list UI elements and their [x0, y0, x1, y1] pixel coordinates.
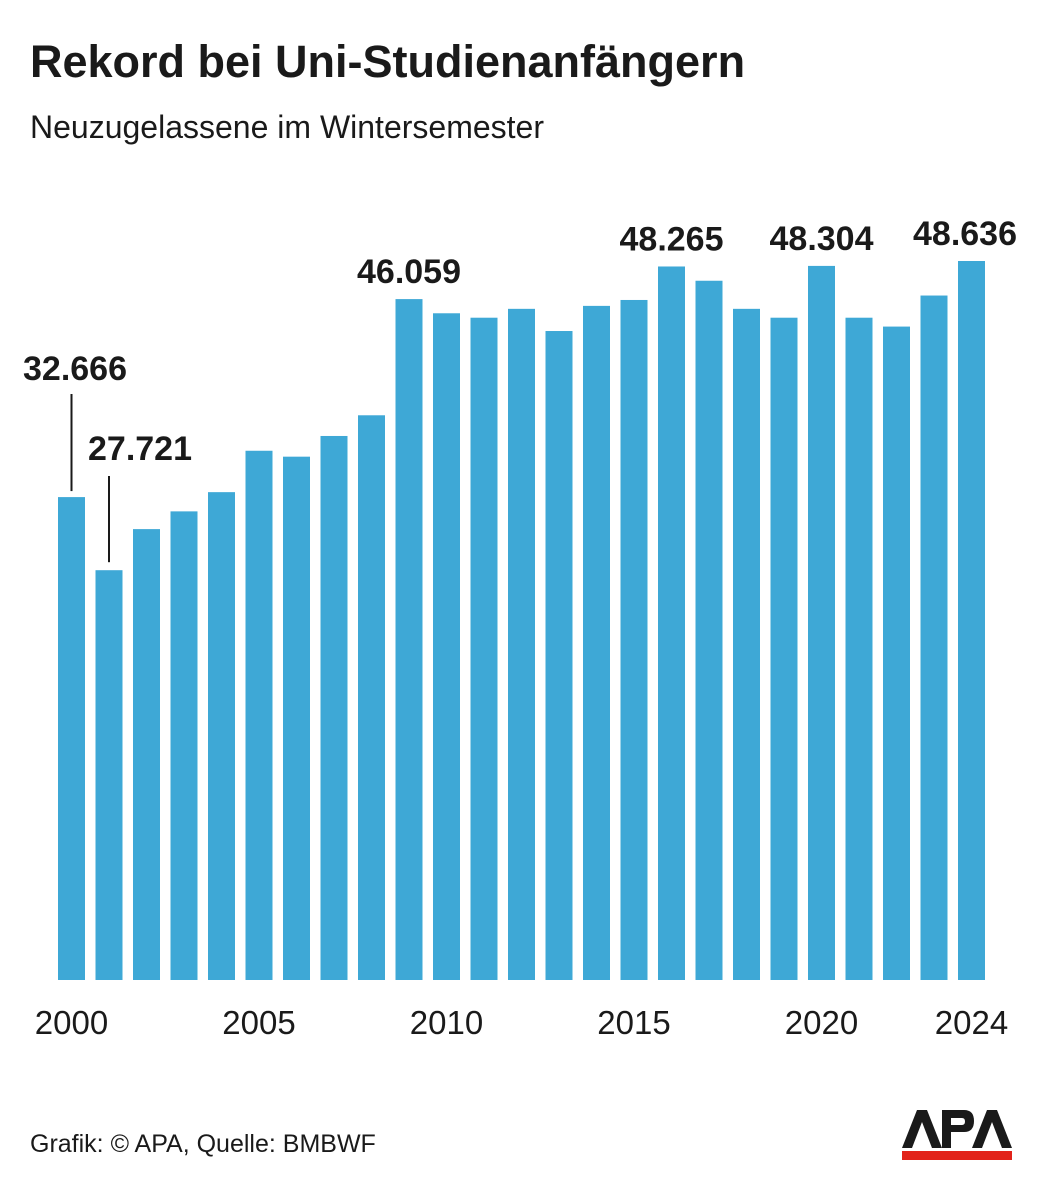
bar-2013: [545, 331, 573, 980]
value-label-2016: 48.265: [620, 220, 724, 258]
bar-2014: [583, 305, 610, 980]
bar-2000: [58, 497, 85, 980]
bar-2003: [170, 511, 198, 980]
chart-title: Rekord bei Uni-Studienanfängern: [30, 36, 746, 87]
value-label-2020: 48.304: [770, 220, 874, 258]
source-note: Grafik: © APA, Quelle: BMBWF: [30, 1130, 376, 1158]
bar-2022: [883, 326, 910, 980]
bar-2005: [245, 450, 273, 980]
logo-letter-p: [942, 1110, 974, 1148]
bar-2020: [808, 265, 835, 980]
value-labels-group: 32.666 27.721 46.059 48.265 48.304 48.636: [23, 215, 1017, 468]
chart-subtitle: Neuzugelassene im Wintersemester: [30, 109, 544, 145]
bar-2024: [958, 261, 985, 980]
bar-2021: [845, 317, 873, 980]
x-tick-2010: 2010: [410, 1004, 483, 1041]
bar-2012: [508, 308, 535, 980]
x-tick-2020: 2020: [785, 1004, 858, 1041]
bar-2015: [620, 299, 648, 980]
value-label-2009: 46.059: [357, 253, 461, 291]
bar-2008: [358, 415, 385, 980]
bar-2002: [133, 529, 160, 980]
logo-letter-a-right: [972, 1110, 1012, 1148]
value-label-2001: 27.721: [88, 430, 192, 468]
bar-2007: [320, 435, 348, 981]
x-axis-ticks-group: 2000 2005 2010 2015 2020 2024: [35, 1004, 1008, 1041]
bar-2004: [208, 492, 235, 980]
bar-2023: [920, 295, 948, 980]
bar-2010: [433, 313, 460, 981]
bar-2019: [770, 317, 798, 980]
apa-logo: [902, 1110, 1012, 1160]
value-label-2024: 48.636: [913, 215, 1017, 253]
bar-2009: [395, 299, 423, 980]
bar-2001: [95, 570, 123, 980]
leader-lines-group: [70, 394, 110, 563]
x-tick-2005: 2005: [222, 1004, 295, 1041]
x-tick-2015: 2015: [597, 1004, 670, 1041]
bar-2011: [470, 317, 498, 980]
bars-group: [58, 261, 985, 981]
bar-2006: [283, 456, 310, 980]
logo-letter-a-left: [902, 1110, 942, 1148]
x-tick-2024: 2024: [935, 1004, 1008, 1041]
bar-2017: [695, 280, 723, 980]
value-label-2000: 32.666: [23, 350, 127, 388]
bar-2016: [658, 266, 685, 980]
logo-red-bar: [902, 1151, 1012, 1160]
x-tick-2000: 2000: [35, 1004, 108, 1041]
bar-2018: [733, 308, 760, 980]
